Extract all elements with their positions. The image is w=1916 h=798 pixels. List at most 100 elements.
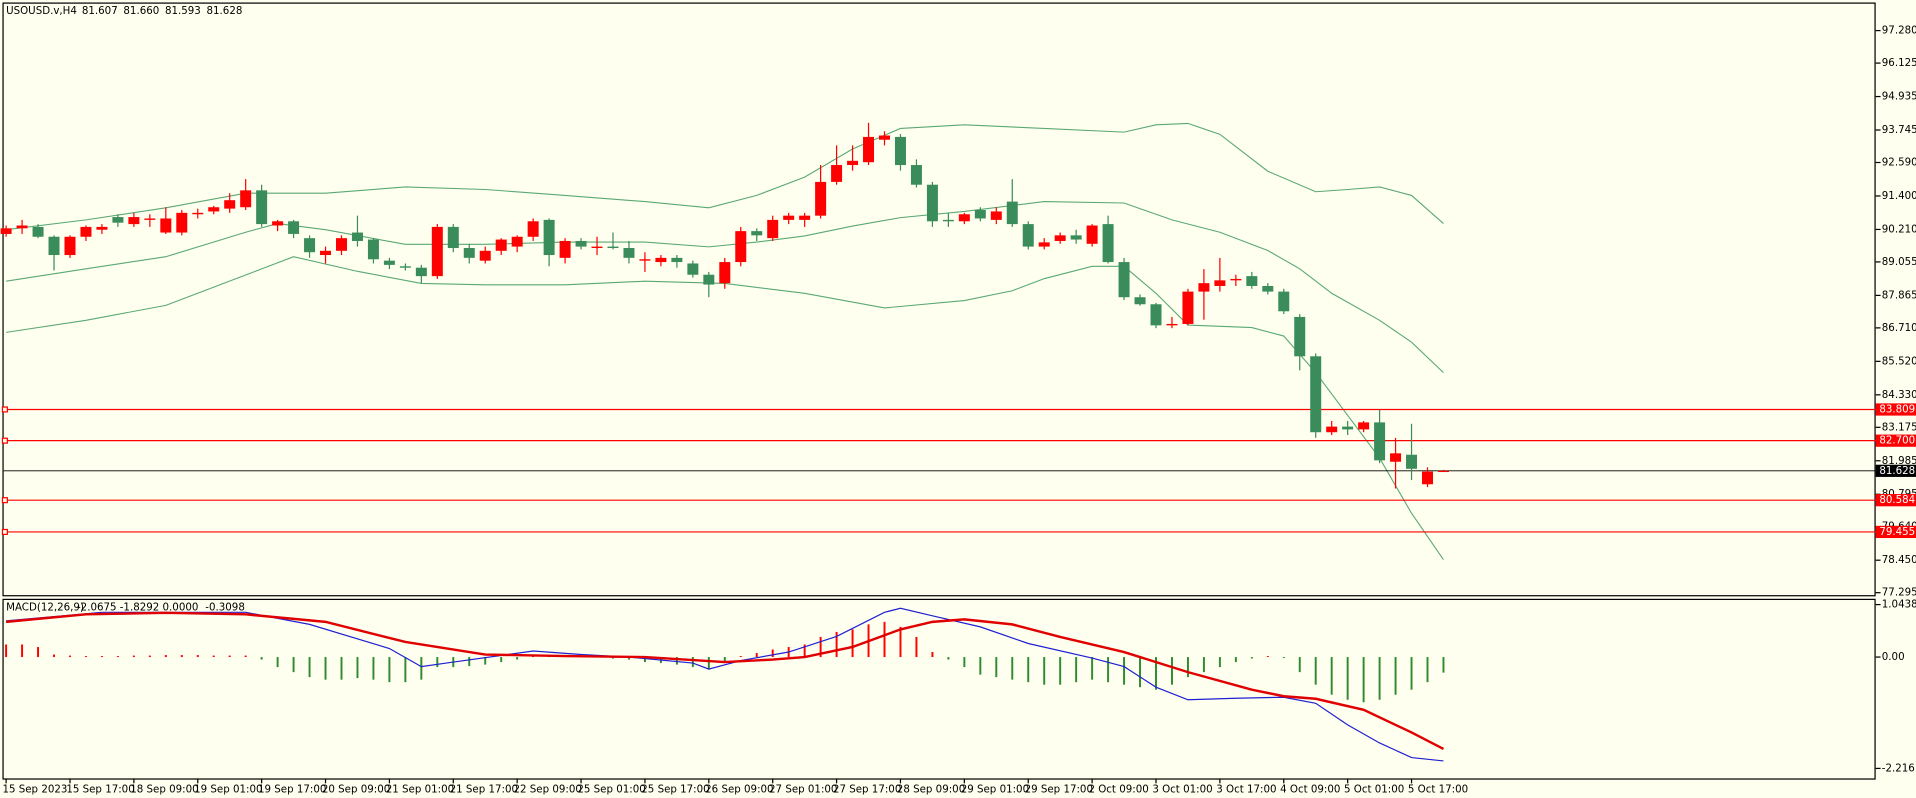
candle-body bbox=[1262, 285, 1274, 292]
x-tick-label: 4 Oct 09:00 bbox=[1280, 783, 1340, 795]
candle-body bbox=[990, 211, 1002, 220]
candle-body bbox=[942, 219, 954, 222]
signal-line bbox=[5, 611, 1445, 751]
x-tick-label: 3 Oct 01:00 bbox=[1152, 783, 1212, 795]
candle-body bbox=[751, 231, 763, 236]
y-tick-label: 87.865 bbox=[1882, 289, 1916, 301]
candle-body bbox=[910, 165, 922, 185]
candle-body bbox=[160, 218, 172, 233]
candle-body bbox=[527, 221, 539, 237]
candle-body bbox=[1326, 426, 1338, 433]
candle-body bbox=[256, 190, 268, 225]
candle-body bbox=[128, 217, 140, 225]
candle-body bbox=[1294, 316, 1306, 357]
candle-body bbox=[48, 236, 60, 256]
y-tick-label: 1.0438 bbox=[1882, 599, 1916, 611]
candle-body bbox=[735, 231, 747, 263]
y-tick-label: 84.330 bbox=[1882, 389, 1916, 401]
candle-body bbox=[1358, 422, 1370, 430]
main-layer: USOUSD.v,H4 81.607 81.660 81.593 81.628 bbox=[0, 5, 1876, 560]
x-tick-label: 28 Sep 09:00 bbox=[897, 783, 965, 795]
candle-body bbox=[304, 238, 316, 253]
level-tag bbox=[1875, 434, 1916, 447]
candle-body bbox=[1022, 224, 1034, 247]
candle-body bbox=[1070, 235, 1082, 240]
candle-body bbox=[543, 219, 555, 256]
candle-body bbox=[1278, 291, 1290, 312]
candle-body bbox=[1006, 201, 1018, 225]
macd-pane bbox=[2, 598, 1876, 780]
level-handle bbox=[1, 497, 8, 504]
candle-body bbox=[847, 160, 859, 166]
candle-body bbox=[367, 239, 379, 260]
candle-body bbox=[431, 226, 443, 277]
x-tick-label: 25 Sep 17:00 bbox=[641, 783, 709, 795]
candle-body bbox=[1086, 225, 1098, 244]
candle-body bbox=[623, 248, 635, 258]
macd-layer: MACD(12,26,9)-2.0675 -1.8292 0.0000 -0.3098 bbox=[5, 601, 1445, 762]
ohlc-readout: 81.628 bbox=[207, 5, 243, 17]
x-tick-label: 5 Oct 17:00 bbox=[1408, 783, 1468, 795]
x-tick-label: 15 Sep 17:00 bbox=[66, 783, 134, 795]
x-tick-label: 26 Sep 09:00 bbox=[705, 783, 773, 795]
candle-body bbox=[1374, 422, 1386, 461]
candle-body bbox=[1437, 470, 1449, 473]
y-tick-label: 86.710 bbox=[1882, 322, 1916, 334]
indicator-readout: -0.3098 bbox=[205, 601, 245, 613]
candle-body bbox=[831, 165, 843, 182]
bollinger-band bbox=[6, 122, 1444, 231]
candle-body bbox=[671, 257, 683, 263]
x-tick-label: 25 Sep 01:00 bbox=[577, 783, 645, 795]
level-label: 83.809 bbox=[1879, 403, 1915, 415]
y-tick-label: 89.055 bbox=[1882, 256, 1916, 268]
candle-body bbox=[240, 190, 252, 208]
x-tick-label: 15 Sep 2023 bbox=[2, 783, 67, 795]
candle-body bbox=[415, 267, 427, 277]
candle-body bbox=[655, 257, 667, 263]
candle-body bbox=[192, 212, 204, 215]
x-tick-label: 27 Sep 01:00 bbox=[769, 783, 837, 795]
indicator-readout: -1.8292 bbox=[120, 601, 160, 613]
candle-body bbox=[783, 215, 795, 220]
candle-body bbox=[1390, 453, 1402, 462]
candle-body bbox=[926, 184, 938, 222]
y-tick-label: -2.216 bbox=[1882, 762, 1915, 774]
candle-body bbox=[687, 263, 699, 275]
x-tick-label: 21 Sep 01:00 bbox=[386, 783, 454, 795]
candle-body bbox=[272, 221, 284, 226]
candle-body bbox=[815, 181, 827, 216]
level-handle bbox=[1, 406, 8, 413]
level-tag bbox=[1875, 494, 1916, 507]
x-tick-label: 22 Sep 09:00 bbox=[514, 783, 582, 795]
candle-body bbox=[799, 215, 811, 220]
x-tick-label: 3 Oct 17:00 bbox=[1216, 783, 1276, 795]
candle-body bbox=[719, 262, 731, 284]
x-tick-label: 19 Sep 01:00 bbox=[194, 783, 262, 795]
y-tick-label: 0.00 bbox=[1882, 651, 1905, 663]
candle-body bbox=[1118, 262, 1130, 298]
candle-body bbox=[1214, 280, 1226, 286]
candle-body bbox=[1246, 276, 1258, 286]
candle-body bbox=[1230, 278, 1242, 281]
candle-body bbox=[1102, 224, 1114, 263]
candle-body bbox=[639, 259, 651, 261]
candle-body bbox=[144, 218, 156, 220]
bollinger-band bbox=[6, 256, 1444, 560]
x-tick-label: 19 Sep 17:00 bbox=[258, 783, 326, 795]
candle-body bbox=[767, 219, 779, 239]
y-tick-label: 85.520 bbox=[1882, 355, 1916, 367]
y-tick-label: 77.295 bbox=[1882, 587, 1916, 599]
indicator-readout: -2.0675 bbox=[77, 601, 117, 613]
y-tick-label: 91.400 bbox=[1882, 190, 1916, 202]
main-pane bbox=[2, 2, 1876, 597]
candle-body bbox=[1198, 283, 1210, 292]
candle-body bbox=[703, 274, 715, 285]
level-handle bbox=[1, 437, 8, 444]
candle-body bbox=[399, 266, 411, 268]
candle-body bbox=[447, 226, 459, 249]
bollinger-band bbox=[6, 201, 1444, 374]
candle-body bbox=[1342, 426, 1354, 430]
y-tick-label: 94.935 bbox=[1882, 91, 1916, 103]
price-tag bbox=[1875, 464, 1916, 477]
